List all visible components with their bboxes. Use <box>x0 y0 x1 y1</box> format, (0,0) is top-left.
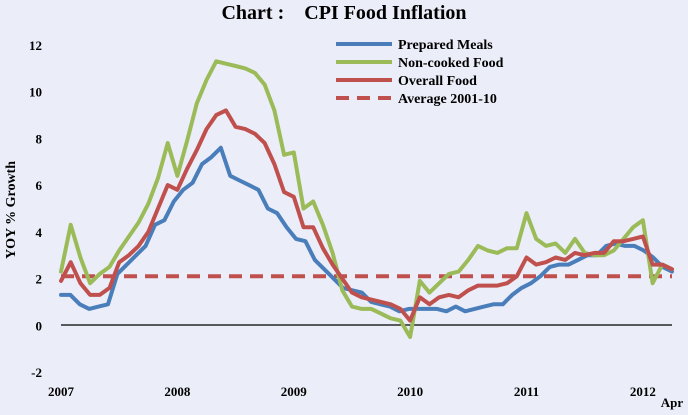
y-tick-label-7: 12 <box>29 38 42 53</box>
y-tick-label-3: 4 <box>36 225 43 240</box>
x-axis-ticks: 2007 2008 2009 2010 2011 2012 <box>48 384 656 399</box>
legend: Prepared Meals Non-cooked Food Overall Foo… <box>336 38 504 107</box>
y-tick-label-5: 8 <box>36 131 43 146</box>
y-tick-label-1: 0 <box>36 318 43 333</box>
series-line-1 <box>59 59 674 339</box>
series-group <box>59 59 674 339</box>
x-end-label: Apr <box>661 395 684 410</box>
x-tick-label-3: 2010 <box>397 384 423 399</box>
y-axis-ticks: -2 0 2 4 6 8 10 12 <box>29 38 43 380</box>
x-tick-label-2: 2009 <box>281 384 308 399</box>
series-line-0 <box>59 145 674 314</box>
series-line-2 <box>59 108 674 323</box>
y-tick-label-4: 6 <box>36 178 43 193</box>
x-tick-label-5: 2012 <box>630 384 656 399</box>
x-tick-label-4: 2011 <box>514 384 539 399</box>
y-tick-label-2: 2 <box>36 272 43 287</box>
legend-label-3: Average 2001-10 <box>398 92 497 107</box>
y-tick-label-6: 10 <box>29 85 42 100</box>
chart-title: Chart : CPI Food Inflation <box>221 2 466 24</box>
legend-label-2: Overall Food <box>398 74 477 89</box>
y-axis-label: YOY % Growth <box>4 161 19 259</box>
y-tick-label-0: -2 <box>31 365 42 380</box>
x-tick-label-0: 2007 <box>48 384 75 399</box>
legend-label-0: Prepared Meals <box>398 38 493 53</box>
legend-label-1: Non-cooked Food <box>398 56 504 71</box>
x-tick-label-1: 2008 <box>164 384 191 399</box>
